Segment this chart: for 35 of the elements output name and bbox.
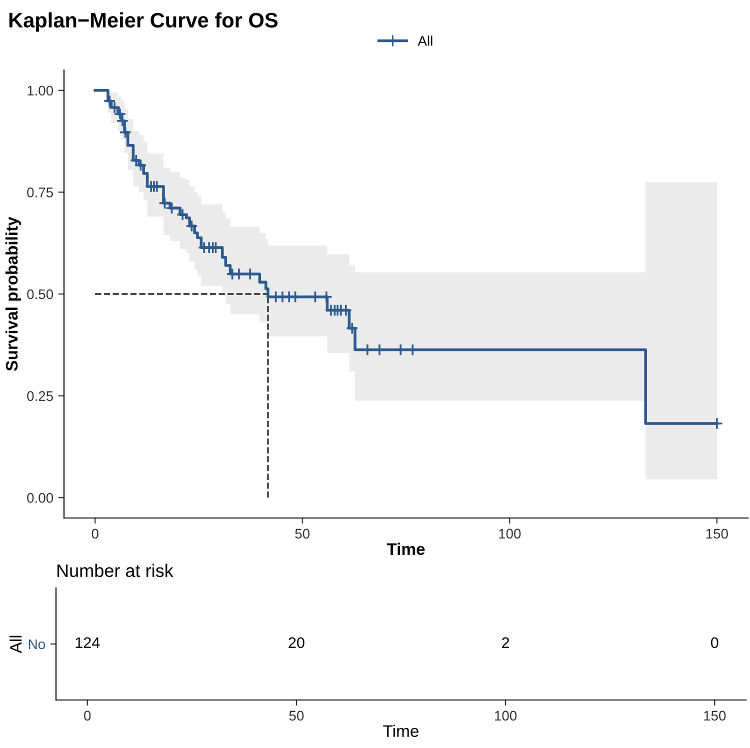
y-tick-label: 0.50 <box>27 289 54 300</box>
chart-title: Kaplan−Meier Curve for OS <box>9 12 278 32</box>
x-tick-label: 0 <box>84 710 91 721</box>
x-tick-label: 50 <box>289 710 304 721</box>
y-axis-title: All <box>10 636 22 654</box>
point <box>130 154 142 167</box>
x-tick-label: 150 <box>706 528 728 539</box>
y-tick-label: 0.75 <box>27 188 54 198</box>
y-tick-label: 0.25 <box>27 391 54 401</box>
chart-title: Number at risk <box>57 564 174 578</box>
legend-label: All <box>418 36 432 46</box>
data-label: 2 <box>502 637 510 648</box>
point <box>114 108 126 120</box>
x-tick-label: 150 <box>704 710 726 721</box>
x-tick-label: 50 <box>295 528 310 539</box>
x-tick-label: 0 <box>92 528 98 539</box>
data-label: 124 <box>76 637 100 648</box>
y-tick-label: 0.00 <box>27 492 54 503</box>
x-tick-label: 100 <box>499 528 521 539</box>
data-label: 20 <box>288 637 304 648</box>
point <box>346 322 358 334</box>
point <box>103 94 116 108</box>
y-tick-label: No <box>28 639 45 650</box>
point <box>116 114 129 128</box>
data-label: 0 <box>710 637 718 648</box>
point <box>108 101 121 114</box>
point <box>185 220 198 232</box>
x-tick-label: 100 <box>495 710 517 721</box>
y-axis-title: Survival probability <box>5 216 21 371</box>
y-tick-label: 1.00 <box>28 86 54 96</box>
point <box>119 126 132 139</box>
x-axis-title: Time <box>386 542 425 555</box>
point <box>134 159 147 172</box>
point <box>176 208 189 221</box>
x-axis-title: Time <box>383 724 418 737</box>
